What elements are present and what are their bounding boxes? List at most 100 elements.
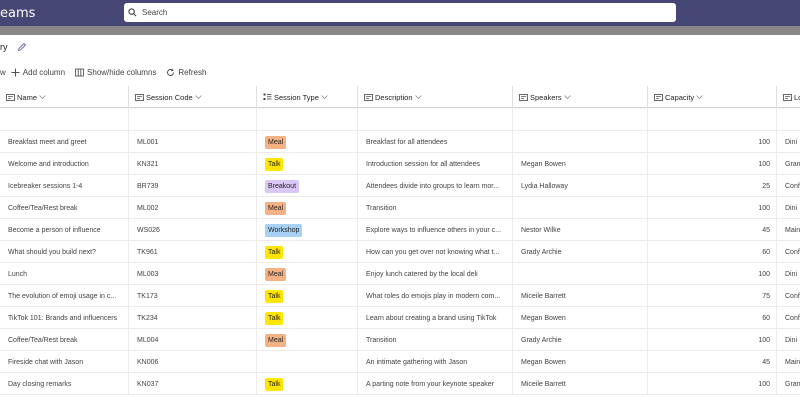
table-row[interactable]: Fireside chat with Jason KN006 An intima…	[0, 351, 800, 373]
column-header-location[interactable]: Lo	[776, 86, 800, 108]
cell-name[interactable]: The evolution of emoji usage in c...	[8, 292, 117, 300]
cell-description[interactable]: Transition	[357, 197, 512, 219]
cell-name[interactable]: Fireside chat with Jason	[8, 358, 84, 366]
cell-name[interactable]: What should you build next?	[8, 248, 96, 256]
cell-capacity[interactable]: 45	[647, 351, 776, 373]
cell-speakers[interactable]: Grady Archie	[512, 241, 647, 263]
cell-session-code[interactable]: WS026	[128, 219, 256, 241]
cell-session-code[interactable]: TK961	[128, 241, 256, 263]
cell-location[interactable]: Gran	[776, 153, 800, 175]
cell-name[interactable]: Welcome and introduction	[8, 160, 89, 168]
table-row[interactable]: Lunch ML003 Meal Enjoy lunch catered by …	[0, 263, 800, 285]
cell-speakers[interactable]	[512, 263, 647, 285]
cell-speakers[interactable]: Megan Bowen	[512, 307, 647, 329]
cell-description[interactable]: How can you get over not knowing what t.…	[357, 241, 512, 263]
search-input[interactable]: Search	[124, 3, 676, 22]
column-header-description[interactable]: Description	[357, 86, 512, 108]
cell-session-code[interactable]: KN037	[128, 373, 256, 395]
cell-speakers[interactable]: Megan Bowen	[512, 351, 647, 373]
cell-capacity[interactable]: 100	[647, 263, 776, 285]
cell-session-type[interactable]: Breakout	[256, 175, 357, 197]
cell-speakers[interactable]: Megan Bowen	[512, 153, 647, 175]
cell-description[interactable]: Introduction session for all attendees	[357, 153, 512, 175]
cell-description[interactable]: Enjoy lunch catered by the local deli	[357, 263, 512, 285]
cell-location[interactable]: Dini	[776, 329, 800, 351]
cell-session-type[interactable]: Talk	[256, 373, 357, 395]
cell-session-code[interactable]: KN321	[128, 153, 256, 175]
cell-description[interactable]: An intimate gathering with Jason	[357, 351, 512, 373]
table-row[interactable]: Become a person of influence WS026 Works…	[0, 219, 800, 241]
cell-description[interactable]: Breakfast for all attendees	[357, 131, 512, 153]
add-column-button[interactable]: Add column	[11, 68, 65, 77]
cell-name[interactable]: TikTok 101: Brands and influencers	[8, 314, 118, 322]
cell-name[interactable]: Become a person of influence	[8, 226, 101, 234]
cell-description[interactable]: A parting note from your keynote speaker	[357, 373, 512, 395]
cell-capacity[interactable]: 100	[647, 131, 776, 153]
cell-location[interactable]: Conf	[776, 285, 800, 307]
cell-speakers[interactable]: Miceile Barrett	[512, 373, 647, 395]
cell-session-type[interactable]: Talk	[256, 153, 357, 175]
cell-description[interactable]: Transition	[357, 329, 512, 351]
cell-name[interactable]: Breakfast meet and greet	[8, 138, 87, 146]
cell-session-type[interactable]: Meal	[256, 263, 357, 285]
cell-location[interactable]: Conf	[776, 175, 800, 197]
table-row[interactable]: Welcome and introduction KN321 Talk Intr…	[0, 153, 800, 175]
cell-session-type[interactable]: Meal	[256, 197, 357, 219]
cell-session-code[interactable]: ML004	[128, 329, 256, 351]
table-row[interactable]: The evolution of emoji usage in c... TK1…	[0, 285, 800, 307]
cell-session-code[interactable]: TK173	[128, 285, 256, 307]
column-header-session-code[interactable]: Session Code	[128, 86, 256, 108]
column-header-name[interactable]: Name	[0, 86, 128, 108]
cell-session-code[interactable]: BR739	[128, 175, 256, 197]
table-row[interactable]: Day closing remarks KN037 Talk A parting…	[0, 373, 800, 395]
cell-name[interactable]: Icebreaker sessions 1-4	[8, 182, 83, 190]
cell-capacity[interactable]: 45	[647, 219, 776, 241]
cell-location[interactable]: Conf	[776, 241, 800, 263]
cell-description[interactable]: Explore ways to influence others in your…	[357, 219, 512, 241]
pencil-icon[interactable]	[17, 42, 27, 52]
column-header-capacity[interactable]: Capacity	[647, 86, 776, 108]
table-row[interactable]: Breakfast meet and greet ML001 Meal Brea…	[0, 131, 800, 153]
cell-name[interactable]: Coffee/Tea/Rest break	[8, 336, 78, 344]
cell-capacity[interactable]: 25	[647, 175, 776, 197]
cell-location[interactable]: Dini	[776, 197, 800, 219]
cell-session-type[interactable]: Workshop	[256, 219, 357, 241]
cell-location[interactable]: Main	[776, 351, 800, 373]
cell-speakers[interactable]	[512, 197, 647, 219]
cell-name[interactable]: Coffee/Tea/Rest break	[8, 204, 78, 212]
cell-capacity[interactable]: 100	[647, 329, 776, 351]
table-row[interactable]: Coffee/Tea/Rest break ML004 Meal Transit…	[0, 329, 800, 351]
cell-capacity[interactable]: 75	[647, 285, 776, 307]
cell-speakers[interactable]: Nestor Wilke	[512, 219, 647, 241]
table-row[interactable]: TikTok 101: Brands and influencers TK234…	[0, 307, 800, 329]
cell-capacity[interactable]: 60	[647, 307, 776, 329]
cell-description[interactable]: Learn about creating a brand using TikTo…	[357, 307, 512, 329]
cell-name[interactable]: Day closing remarks	[8, 380, 72, 388]
cell-capacity[interactable]: 100	[647, 373, 776, 395]
column-header-speakers[interactable]: Speakers	[512, 86, 647, 108]
cell-description[interactable]: What roles do emojis play in modern com.…	[357, 285, 512, 307]
cell-session-type[interactable]: Talk	[256, 307, 357, 329]
cell-location[interactable]: Main	[776, 219, 800, 241]
cell-session-code[interactable]: ML002	[128, 197, 256, 219]
cell-location[interactable]: Dini	[776, 131, 800, 153]
cell-speakers[interactable]: Miceile Barrett	[512, 285, 647, 307]
table-row[interactable]: What should you build next? TK961 Talk H…	[0, 241, 800, 263]
column-header-session-type[interactable]: Session Type	[256, 86, 357, 108]
cell-session-type[interactable]: Meal	[256, 329, 357, 351]
cell-location[interactable]: Gran	[776, 373, 800, 395]
cell-speakers[interactable]: Lydia Halloway	[512, 175, 647, 197]
table-row[interactable]: Coffee/Tea/Rest break ML002 Meal Transit…	[0, 197, 800, 219]
cell-speakers[interactable]: Grady Archie	[512, 329, 647, 351]
cell-capacity[interactable]: 100	[647, 153, 776, 175]
cell-session-code[interactable]: ML003	[128, 263, 256, 285]
cell-location[interactable]: Conf	[776, 307, 800, 329]
new-item-button[interactable]: w	[0, 68, 6, 77]
cell-session-type[interactable]	[256, 351, 357, 373]
cell-session-type[interactable]: Talk	[256, 241, 357, 263]
cell-capacity[interactable]: 60	[647, 241, 776, 263]
cell-session-code[interactable]: KN006	[128, 351, 256, 373]
show-hide-columns-button[interactable]: Show/hide columns	[75, 68, 156, 77]
cell-location[interactable]: Dini	[776, 263, 800, 285]
table-row[interactable]: Icebreaker sessions 1-4 BR739 Breakout A…	[0, 175, 800, 197]
